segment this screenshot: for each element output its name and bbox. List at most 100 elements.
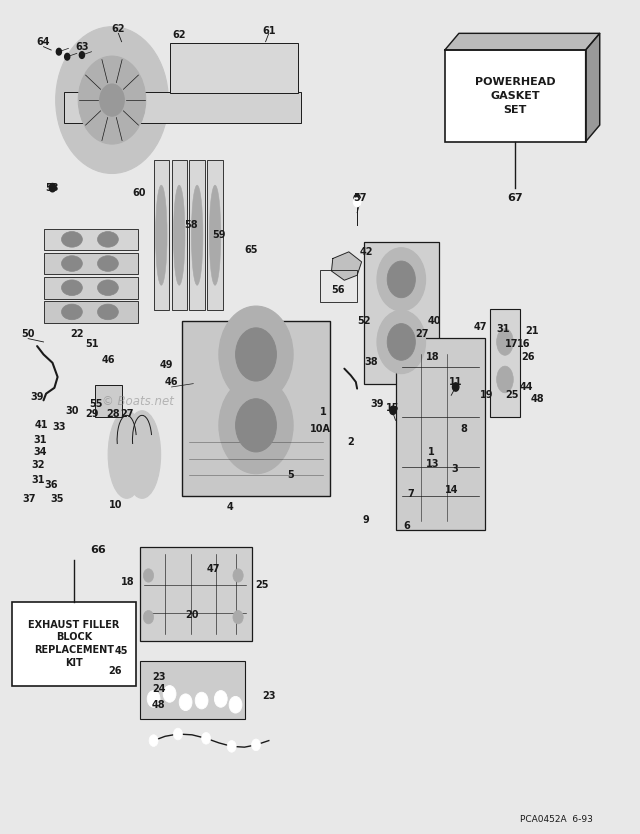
Circle shape: [179, 694, 192, 711]
Text: 47: 47: [207, 564, 221, 574]
Text: 56: 56: [331, 285, 345, 295]
Bar: [44, 253, 138, 274]
Bar: [140, 661, 245, 719]
Circle shape: [56, 48, 61, 55]
Circle shape: [353, 197, 361, 207]
Text: 41: 41: [34, 420, 48, 430]
Ellipse shape: [124, 411, 161, 498]
Bar: [490, 309, 520, 417]
Text: 6: 6: [404, 521, 410, 531]
Text: 37: 37: [22, 494, 36, 504]
Text: 3: 3: [451, 464, 458, 474]
Circle shape: [233, 610, 243, 624]
Text: 55: 55: [89, 399, 103, 409]
Text: 48: 48: [152, 700, 166, 710]
Text: 45: 45: [115, 646, 129, 656]
Text: 18: 18: [426, 352, 440, 362]
Bar: [207, 160, 223, 310]
Bar: [95, 385, 122, 417]
Ellipse shape: [61, 232, 83, 247]
Circle shape: [219, 377, 293, 474]
Circle shape: [236, 328, 276, 381]
Text: 19: 19: [479, 390, 493, 400]
Text: 15: 15: [386, 403, 400, 413]
Circle shape: [56, 27, 168, 173]
Circle shape: [143, 610, 154, 624]
Ellipse shape: [497, 329, 513, 355]
Polygon shape: [332, 252, 362, 280]
Text: 1: 1: [320, 407, 326, 417]
Text: 4: 4: [227, 502, 234, 512]
Text: 24: 24: [152, 684, 166, 694]
Text: 21: 21: [525, 326, 540, 336]
Circle shape: [390, 406, 396, 414]
Bar: [154, 160, 169, 310]
Text: 42: 42: [359, 247, 373, 257]
Text: 23: 23: [262, 691, 276, 701]
Text: 40: 40: [427, 316, 441, 326]
Circle shape: [163, 686, 176, 702]
Circle shape: [377, 248, 426, 311]
Text: 23: 23: [152, 672, 166, 682]
Bar: [396, 338, 485, 530]
Ellipse shape: [156, 185, 167, 285]
Ellipse shape: [97, 256, 118, 271]
Circle shape: [354, 194, 360, 203]
Bar: [44, 277, 138, 299]
Text: 44: 44: [519, 382, 533, 392]
Text: 60: 60: [132, 188, 147, 198]
Ellipse shape: [108, 411, 145, 498]
Text: 57: 57: [353, 193, 367, 203]
Text: 32: 32: [31, 460, 45, 470]
Bar: [64, 92, 301, 123]
Text: 48: 48: [531, 394, 545, 404]
Text: 13: 13: [426, 459, 440, 469]
Text: 46: 46: [102, 355, 116, 365]
Ellipse shape: [61, 304, 83, 319]
Text: 62: 62: [172, 30, 186, 40]
Circle shape: [149, 735, 158, 746]
Text: 27: 27: [415, 329, 429, 339]
Circle shape: [252, 739, 260, 751]
Text: 10: 10: [108, 500, 122, 510]
Text: PCA0452A  6-93: PCA0452A 6-93: [520, 815, 593, 824]
Circle shape: [79, 52, 84, 58]
Ellipse shape: [191, 185, 203, 285]
Text: 27: 27: [120, 409, 134, 420]
Bar: [140, 547, 252, 641]
Circle shape: [229, 696, 242, 713]
Text: 47: 47: [473, 322, 487, 332]
Text: 65: 65: [244, 245, 258, 255]
Text: 64: 64: [36, 37, 51, 47]
Text: 26: 26: [108, 666, 122, 676]
Bar: [12, 602, 136, 686]
Ellipse shape: [173, 185, 185, 285]
Circle shape: [147, 691, 160, 707]
Text: 59: 59: [212, 230, 226, 240]
Circle shape: [219, 306, 293, 403]
Text: 22: 22: [70, 329, 84, 339]
Ellipse shape: [97, 232, 118, 247]
Text: 18: 18: [121, 577, 135, 587]
Text: 31: 31: [33, 435, 47, 445]
Text: 25: 25: [255, 580, 269, 590]
Circle shape: [100, 84, 124, 116]
Bar: [182, 321, 330, 496]
Text: 31: 31: [31, 475, 45, 485]
Text: 29: 29: [85, 409, 99, 420]
Bar: [44, 301, 138, 323]
Text: 30: 30: [65, 406, 79, 416]
Text: 53: 53: [45, 183, 60, 193]
Text: 28: 28: [106, 409, 120, 420]
Text: 51: 51: [85, 339, 99, 349]
Text: 26: 26: [521, 352, 535, 362]
Ellipse shape: [61, 280, 83, 295]
Text: 34: 34: [33, 447, 47, 457]
Circle shape: [202, 732, 211, 744]
Text: 62: 62: [111, 24, 125, 34]
Circle shape: [227, 741, 236, 752]
Bar: [44, 229, 138, 250]
Circle shape: [195, 692, 208, 709]
Ellipse shape: [209, 185, 221, 285]
Text: © Boats.net: © Boats.net: [102, 395, 173, 409]
